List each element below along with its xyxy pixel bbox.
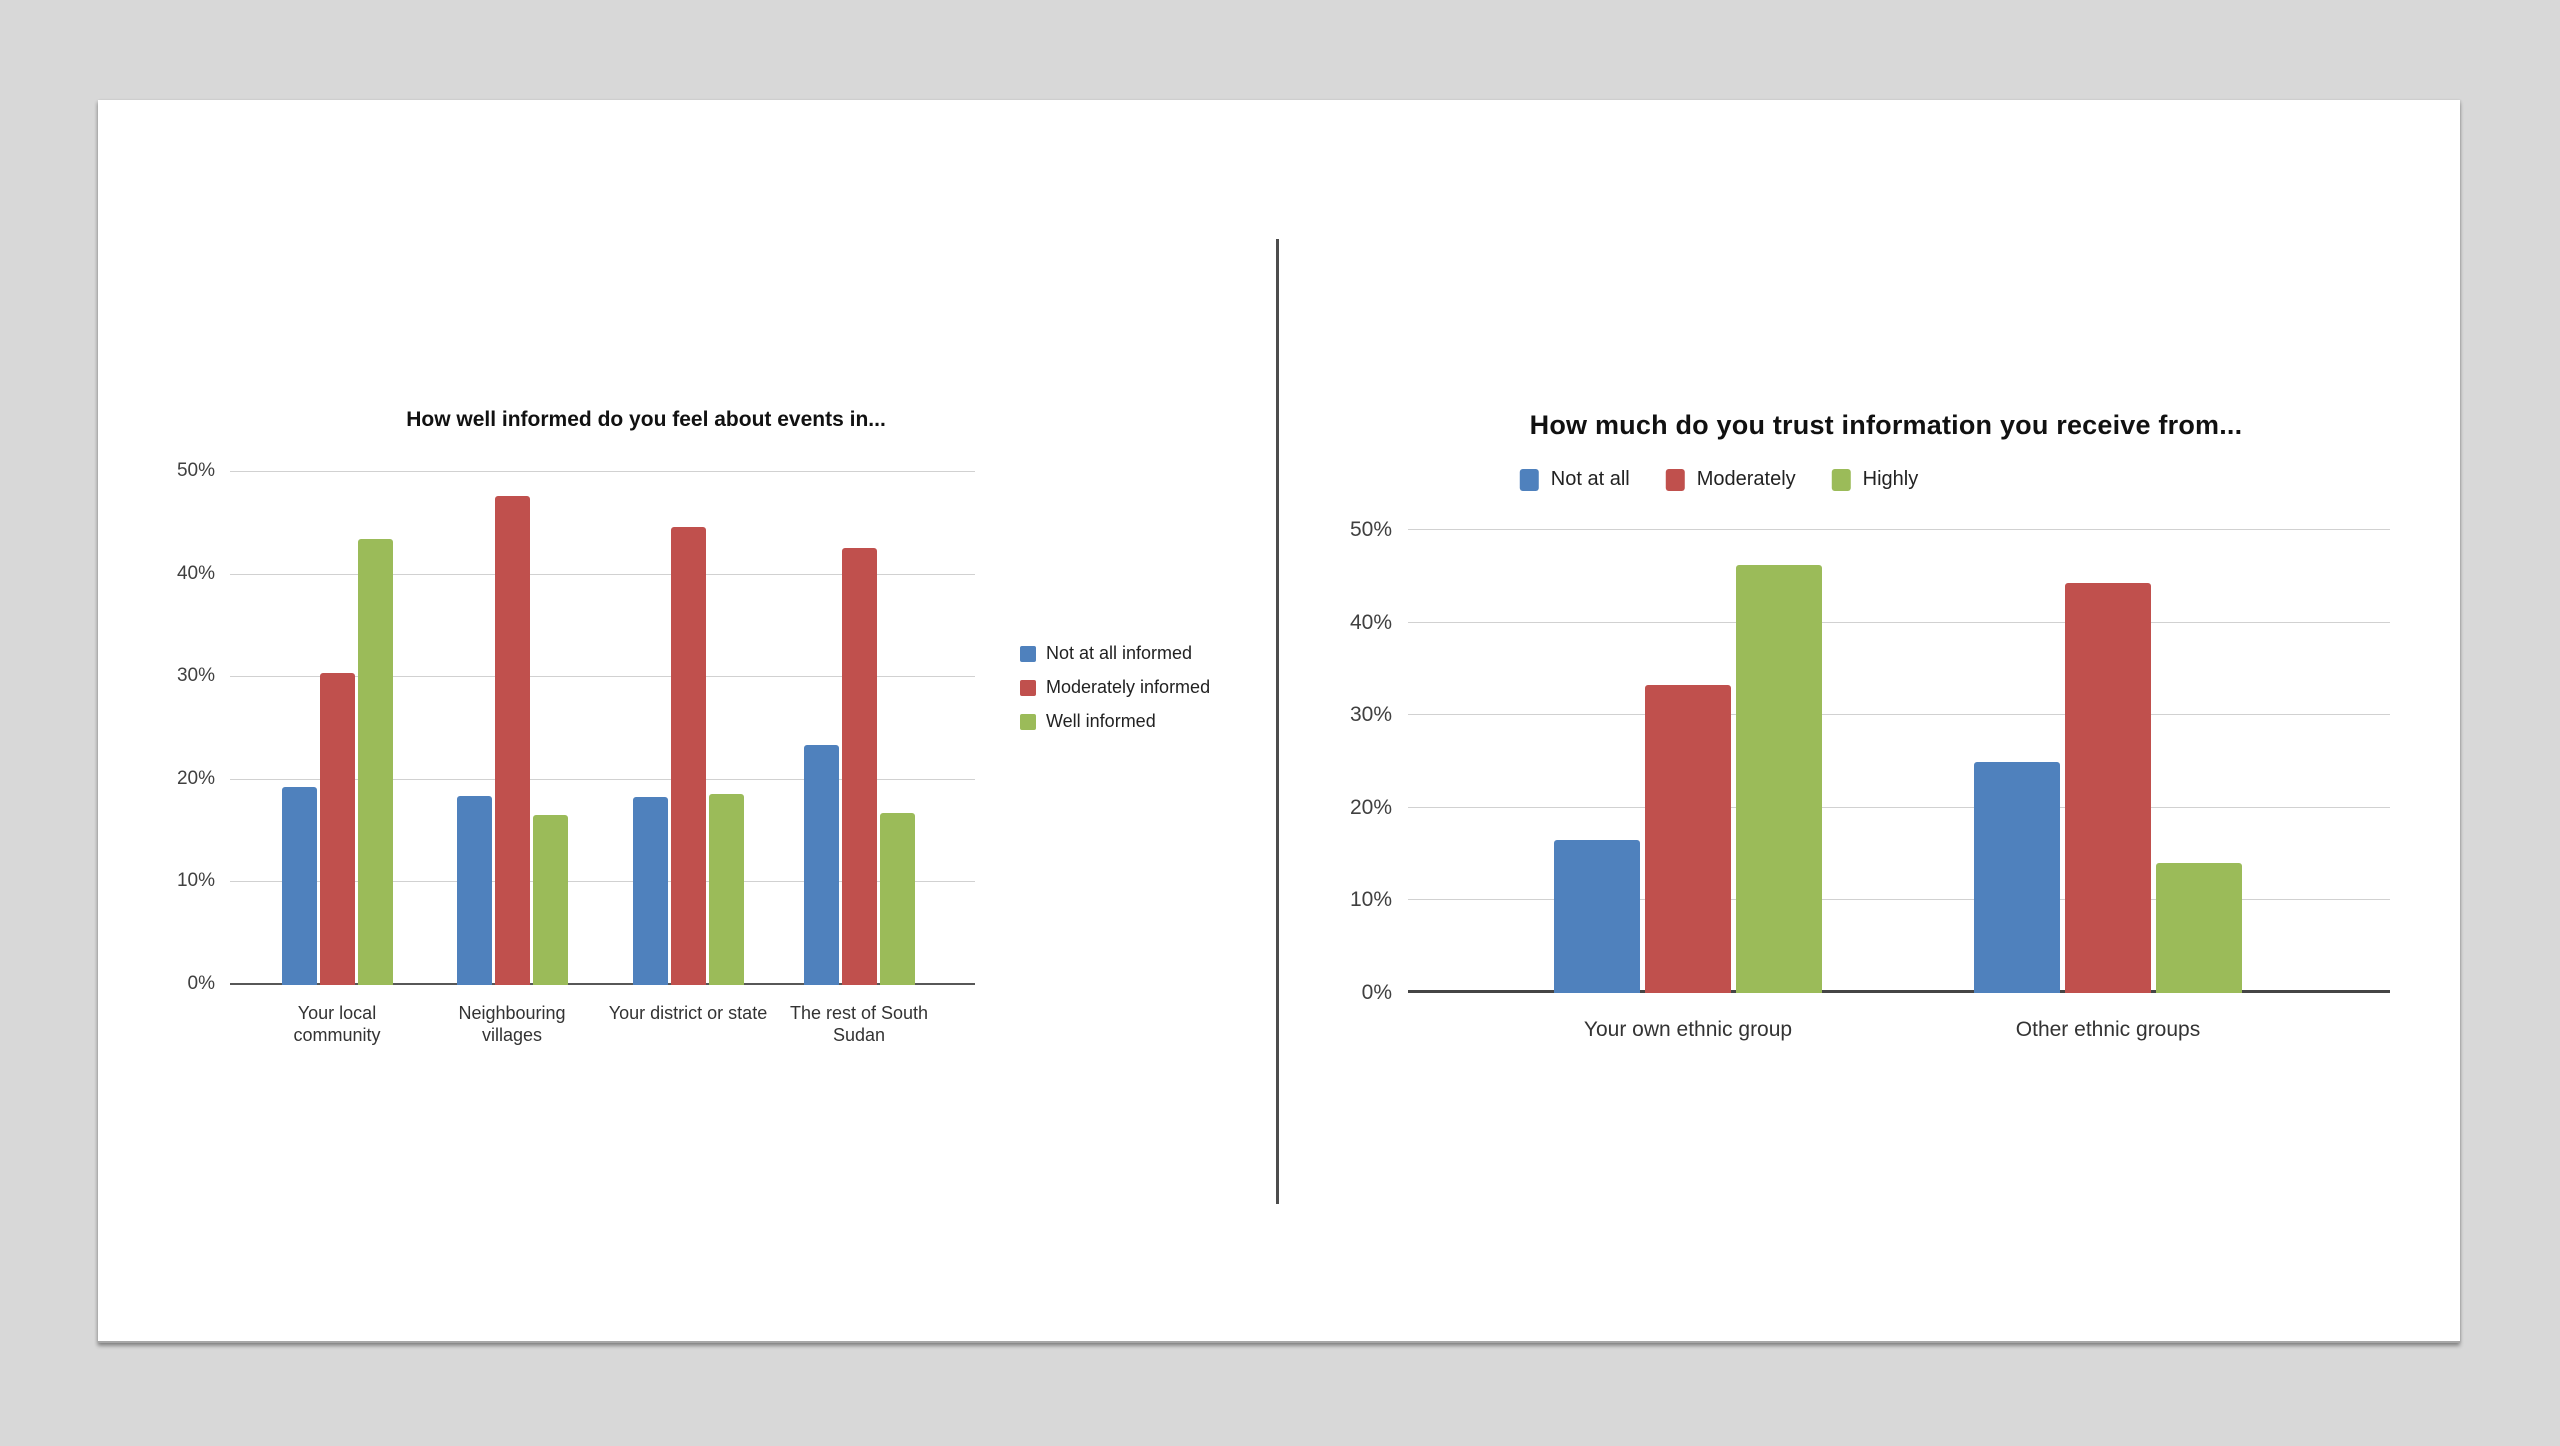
bar-well-informed-your-district-or-state bbox=[709, 794, 744, 985]
bar-moderately-informed-your-local-community bbox=[320, 673, 355, 985]
x-axis-line bbox=[1408, 990, 2390, 993]
legend-item-moderately-informed: Moderately informed bbox=[1020, 677, 1210, 698]
legend-item-highly: Highly bbox=[1831, 468, 1919, 491]
legend-item-not-at-all-informed: Not at all informed bbox=[1020, 643, 1210, 664]
y-tick-label: 40% bbox=[176, 562, 215, 584]
x-axis-label: Your local community bbox=[293, 1003, 381, 1045]
y-tick-label: 50% bbox=[1349, 518, 1392, 541]
legend-label: Highly bbox=[1862, 468, 1919, 490]
bar-well-informed-the-rest-of-south-sudan bbox=[880, 813, 915, 985]
x-axis-label: Neighbouring villages bbox=[458, 1003, 566, 1045]
gridline-20 bbox=[1408, 806, 2390, 808]
y-tick-label: 0% bbox=[187, 973, 215, 994]
bar-group-other-ethnic-groups bbox=[1974, 583, 2242, 993]
gridline-40 bbox=[230, 573, 975, 575]
bar-moderately-informed-the-rest-of-south-sudan bbox=[842, 548, 877, 985]
bar-highly-your-own-ethnic-group bbox=[1736, 565, 1822, 993]
legend-label: Not at all bbox=[1550, 468, 1630, 490]
bar-moderately-informed-your-district-or-state bbox=[671, 527, 706, 985]
bar-highly-other-ethnic-groups bbox=[2156, 863, 2242, 993]
gridline-50 bbox=[1408, 529, 2390, 530]
bar-group-your-own-ethnic-group bbox=[1554, 565, 1822, 993]
bar-moderately-informed-neighbouring-villages bbox=[495, 496, 530, 985]
y-tick-label: 0% bbox=[1361, 981, 1392, 1004]
slide-canvas: How well informed do you feel about even… bbox=[98, 100, 2460, 1343]
x-axis-label: The rest of South Sudan bbox=[789, 1003, 929, 1045]
legend-item-well-informed: Well informed bbox=[1020, 711, 1210, 732]
x-axis-label: Other ethnic groups bbox=[2015, 1018, 2201, 1041]
chart-title: How well informed do you feel about even… bbox=[406, 408, 886, 431]
moderately-informed-swatch-icon bbox=[1020, 679, 1036, 696]
bar-moderately-other-ethnic-groups bbox=[2065, 583, 2151, 993]
legend-item-not-at-all: Not at all bbox=[1519, 468, 1630, 491]
highly-swatch-icon bbox=[1831, 468, 1851, 491]
not-at-all-informed-swatch-icon bbox=[1020, 645, 1036, 662]
well-informed-swatch-icon bbox=[1020, 713, 1036, 730]
bar-well-informed-your-local-community bbox=[358, 539, 393, 985]
gridline-10 bbox=[1408, 899, 2390, 901]
chart-title: How much do you trust information you re… bbox=[1529, 410, 2243, 440]
gridline-30 bbox=[1408, 714, 2390, 716]
legend-item-moderately: Moderately bbox=[1665, 468, 1796, 491]
y-tick-label: 50% bbox=[176, 460, 215, 481]
y-tick-label: 10% bbox=[1349, 888, 1392, 912]
gridline-50 bbox=[230, 471, 975, 472]
legend-label: Moderately bbox=[1696, 468, 1796, 490]
legend-label: Well informed bbox=[1046, 711, 1156, 731]
x-axis-label: Your district or state bbox=[608, 1003, 768, 1023]
gridline-10 bbox=[230, 881, 975, 883]
y-tick-label: 20% bbox=[1349, 795, 1392, 819]
legend: Not at all informed Moderately informed We… bbox=[1020, 643, 1210, 732]
bar-group-the-rest-of-south-sudan bbox=[804, 548, 915, 985]
bar-not-at-all-your-own-ethnic-group bbox=[1554, 840, 1640, 993]
plot-area bbox=[230, 471, 975, 985]
gridline-30 bbox=[230, 676, 975, 678]
gridline-40 bbox=[1408, 621, 2390, 623]
y-tick-label: 10% bbox=[176, 870, 215, 892]
divider-line bbox=[1276, 239, 1279, 1204]
x-axis-line bbox=[230, 983, 975, 985]
legend: Not at all Moderately Highly bbox=[1519, 468, 1919, 491]
bar-not-at-all-informed-neighbouring-villages bbox=[457, 796, 492, 985]
bar-well-informed-neighbouring-villages bbox=[533, 815, 568, 985]
bar-moderately-your-own-ethnic-group bbox=[1645, 685, 1731, 993]
bar-not-at-all-informed-the-rest-of-south-sudan bbox=[804, 745, 839, 985]
bar-not-at-all-other-ethnic-groups bbox=[1974, 762, 2060, 993]
legend-label: Not at all informed bbox=[1046, 643, 1193, 663]
bar-not-at-all-informed-your-district-or-state bbox=[633, 797, 668, 985]
bar-group-your-district-or-state bbox=[633, 527, 744, 985]
y-tick-label: 40% bbox=[1349, 610, 1392, 634]
not-at-all-swatch-icon bbox=[1519, 468, 1539, 491]
gridline-20 bbox=[230, 778, 975, 780]
bar-group-neighbouring-villages bbox=[457, 496, 568, 985]
y-tick-label: 20% bbox=[176, 767, 215, 789]
y-tick-label: 30% bbox=[176, 665, 215, 687]
legend-label: Moderately informed bbox=[1046, 677, 1211, 697]
x-axis-label: Your own ethnic group bbox=[1583, 1018, 1793, 1041]
bar-not-at-all-informed-your-local-community bbox=[282, 787, 317, 985]
moderately-swatch-icon bbox=[1665, 468, 1685, 491]
bar-group-your-local-community bbox=[282, 539, 393, 985]
y-tick-label: 30% bbox=[1349, 703, 1392, 727]
plot-area bbox=[1408, 529, 2390, 993]
